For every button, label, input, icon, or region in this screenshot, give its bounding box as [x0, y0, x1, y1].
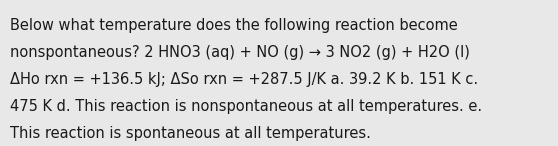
Text: nonspontaneous? 2 HNO3 (aq) + NO (g) → 3 NO2 (g) + H2O (l): nonspontaneous? 2 HNO3 (aq) + NO (g) → 3…: [10, 45, 470, 60]
Text: ΔHo rxn = +136.5 kJ; ΔSo rxn = +287.5 J/K a. 39.2 K b. 151 K c.: ΔHo rxn = +136.5 kJ; ΔSo rxn = +287.5 J/…: [10, 72, 478, 87]
Text: Below what temperature does the following reaction become: Below what temperature does the followin…: [10, 18, 458, 33]
Text: 475 K d. This reaction is nonspontaneous at all temperatures. e.: 475 K d. This reaction is nonspontaneous…: [10, 99, 482, 114]
Text: This reaction is spontaneous at all temperatures.: This reaction is spontaneous at all temp…: [10, 126, 371, 141]
